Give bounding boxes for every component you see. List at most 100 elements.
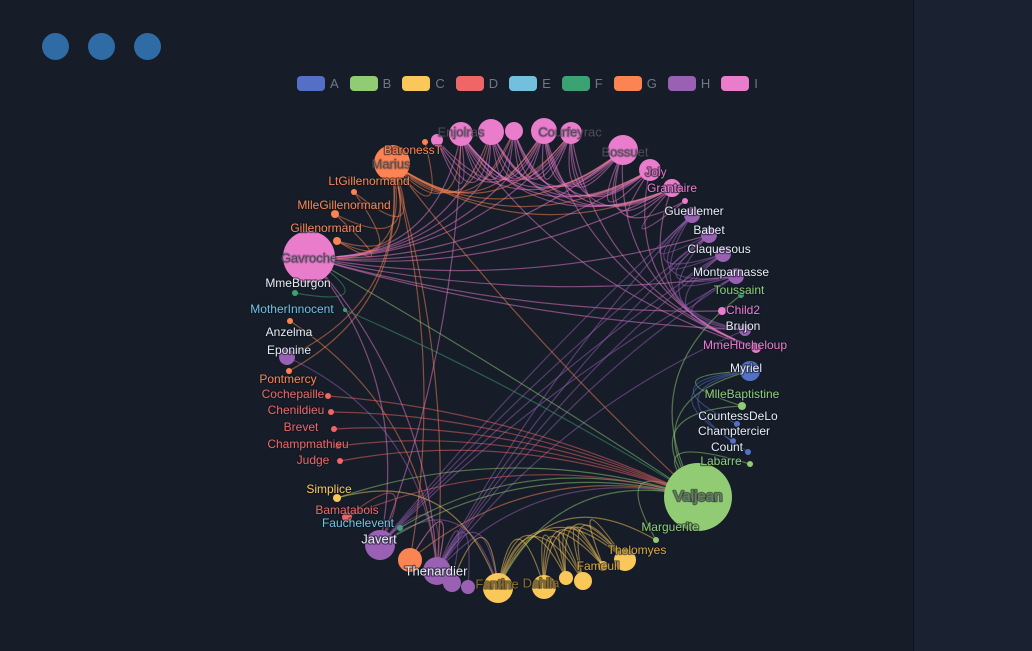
node-label-MmeBurgon: MmeBurgon xyxy=(265,276,330,290)
legend-item-A[interactable]: A xyxy=(297,76,339,91)
node-label-Montparnasse: Montparnasse xyxy=(693,265,769,279)
legend-swatch-C xyxy=(402,76,431,91)
graph-node-Child2[interactable] xyxy=(718,307,726,315)
graph-node-Brujon[interactable] xyxy=(739,324,751,336)
graph-edge xyxy=(460,132,572,182)
node-label-Courfeyrac: Courfeyrac xyxy=(538,124,602,139)
graph-edge xyxy=(436,487,699,572)
graph-node-Anzelma[interactable] xyxy=(287,318,293,324)
graph-edge xyxy=(436,214,693,572)
graph-node-Toussaint[interactable] xyxy=(738,292,744,298)
graph-node[interactable] xyxy=(431,134,443,146)
graph-edge xyxy=(353,162,405,218)
graph-node[interactable] xyxy=(461,580,475,594)
graph-edge xyxy=(336,490,499,589)
graph-node-Tholomyes[interactable] xyxy=(614,549,636,571)
legend-swatch-B xyxy=(349,76,378,91)
graph-node-Thenardier[interactable] xyxy=(423,557,451,585)
graph-node-Gavroche[interactable] xyxy=(283,231,335,283)
graph-node-Marius[interactable] xyxy=(374,145,410,181)
graph-node-Claquesous[interactable] xyxy=(715,246,731,262)
window-right-panel xyxy=(913,0,1032,651)
graph-node-Courfeyrac[interactable] xyxy=(560,122,582,144)
graph-node-Gillenormand[interactable] xyxy=(333,237,341,245)
window-dot[interactable] xyxy=(88,33,115,60)
node-label-Fantine: Fantine xyxy=(475,576,518,591)
graph-node-Champtercier[interactable] xyxy=(730,438,736,444)
graph-node-Count[interactable] xyxy=(745,449,751,455)
graph-node[interactable] xyxy=(478,119,504,145)
graph-node-Champmathieu[interactable] xyxy=(335,443,341,449)
legend-item-D[interactable]: D xyxy=(455,76,499,91)
graph-node-Fameuil[interactable] xyxy=(574,572,592,590)
graph-node-Myriel[interactable] xyxy=(740,361,760,381)
graph-edge xyxy=(330,411,699,498)
graph-edge xyxy=(690,275,746,331)
graph-node[interactable] xyxy=(505,122,523,140)
graph-node-MotherInnocent[interactable] xyxy=(343,308,347,312)
node-label-Champtercier: Champtercier xyxy=(698,424,770,438)
graph-edge xyxy=(666,214,737,280)
legend-item-E[interactable]: E xyxy=(509,76,551,91)
graph-node-Bossuet[interactable] xyxy=(608,135,638,165)
graph-node-Labarre[interactable] xyxy=(747,461,753,467)
legend-item-B[interactable]: B xyxy=(349,76,391,91)
graph-edge xyxy=(436,530,460,584)
graph-node-Simplice[interactable] xyxy=(333,494,341,502)
graph-node-LtGillenormand[interactable] xyxy=(351,189,357,195)
graph-node-Brevet[interactable] xyxy=(331,426,337,432)
graph-node-MlleGillenormand[interactable] xyxy=(331,210,339,218)
legend-label: D xyxy=(488,76,499,91)
graph-edge xyxy=(436,131,492,184)
graph-node-Joly[interactable] xyxy=(639,159,661,181)
graph-node-Judge[interactable] xyxy=(337,458,343,464)
graph-node-Javert[interactable] xyxy=(365,530,395,560)
graph-node[interactable] xyxy=(598,561,608,571)
graph-node-Montparnasse[interactable] xyxy=(728,268,744,284)
graph-node-Eponine[interactable] xyxy=(279,349,295,365)
legend-label: C xyxy=(435,76,445,91)
graph-node-Valjean[interactable] xyxy=(664,463,732,531)
graph-node-MlleBaptistine[interactable] xyxy=(738,402,746,410)
graph-node-Gueulemer[interactable] xyxy=(684,207,700,223)
graph-node-Fantine[interactable] xyxy=(483,573,513,603)
graph-node-BaronessT[interactable] xyxy=(422,139,428,145)
graph-node-Chenildieu[interactable] xyxy=(328,409,334,415)
graph-edge xyxy=(497,538,545,589)
graph-node-Cochepaille[interactable] xyxy=(325,393,331,399)
graph-node[interactable] xyxy=(531,118,557,144)
graph-edge xyxy=(308,256,389,546)
window-dot[interactable] xyxy=(134,33,161,60)
graph-edge xyxy=(308,256,438,572)
legend-label: I xyxy=(754,76,758,91)
legend-item-G[interactable]: G xyxy=(613,76,657,91)
graph-node-Grantaire[interactable] xyxy=(663,179,681,197)
legend-item-I[interactable]: I xyxy=(721,76,758,91)
legend-item-C[interactable]: C xyxy=(402,76,445,91)
graph-edge xyxy=(286,162,395,358)
graph-node-Dahlia[interactable] xyxy=(532,575,556,599)
window-dot[interactable] xyxy=(42,33,69,60)
graph-node-Bamatabois[interactable] xyxy=(342,512,352,522)
graph-node-Marguerite[interactable] xyxy=(653,537,659,543)
graph-node-Fauchelevent[interactable] xyxy=(397,525,403,531)
node-label-Enjolras: Enjolras xyxy=(438,124,485,139)
graph-node-MmeHucheloup[interactable] xyxy=(751,343,761,353)
graph-node-MmeBurgon[interactable] xyxy=(292,290,298,296)
node-label-Bossuet: Bossuet xyxy=(602,144,649,159)
node-label-Pontmercy: Pontmercy xyxy=(259,372,316,386)
graph-node-Enjolras[interactable] xyxy=(449,122,473,146)
graph-edge xyxy=(671,234,724,270)
graph-node[interactable] xyxy=(398,548,422,572)
graph-node-Pontmercy[interactable] xyxy=(286,368,292,374)
node-label-Judge: Judge xyxy=(297,453,330,467)
graph-node[interactable] xyxy=(682,198,688,204)
graph-node[interactable] xyxy=(559,571,573,585)
node-label-Marguerite: Marguerite xyxy=(641,520,699,534)
graph-edge xyxy=(333,427,699,498)
graph-node-CountessDeLo[interactable] xyxy=(734,421,740,427)
legend-item-H[interactable]: H xyxy=(667,76,710,91)
legend-item-F[interactable]: F xyxy=(561,76,603,91)
graph-node-Babet[interactable] xyxy=(701,227,717,243)
